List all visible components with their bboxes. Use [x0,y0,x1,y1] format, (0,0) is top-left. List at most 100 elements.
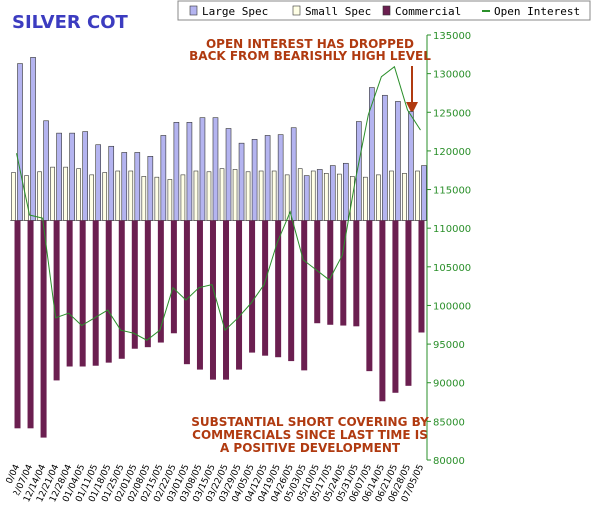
bar [17,63,23,221]
arrow-head [406,102,418,114]
bar [118,220,125,359]
bar [131,220,138,349]
bar [170,220,177,334]
bar [288,220,295,362]
bar [128,170,134,221]
bar [30,57,36,221]
bar [249,220,256,353]
y2-tick-label: 135000 [433,31,471,42]
annotation: A POSITIVE DEVELOPMENT [220,441,401,455]
bar [316,169,323,221]
bar [363,176,368,221]
legend-label: Open Interest [494,5,580,18]
y2-tick-label: 80000 [433,456,465,467]
bar [173,122,180,221]
bar [219,168,225,221]
bar [408,111,414,221]
bar [232,169,238,221]
bar [382,94,388,221]
bar [69,132,75,221]
bar [290,127,297,221]
bar [314,220,321,324]
bar [310,170,316,221]
bar [160,135,167,221]
bar [297,168,303,221]
legend-label: Commercial [395,5,461,18]
bar [264,135,271,221]
annotation: BACK FROM BEARISHLY HIGH LEVEL [189,49,431,63]
bar [336,173,342,221]
bar [199,117,206,221]
bar [238,142,245,221]
bar [89,174,95,221]
legend-label: Large Spec [202,5,268,18]
y2-tick-label: 90000 [433,379,465,390]
annotation: COMMERCIALS SINCE LAST TIME IS [192,428,428,442]
bar [79,220,86,367]
y2-tick-label: 115000 [433,186,471,197]
bar [43,120,49,221]
bar [108,145,115,221]
bar [40,220,47,438]
bar [379,220,386,402]
bar [271,170,277,221]
bar [50,166,55,221]
bar [366,220,373,372]
bar [180,174,186,221]
bar [340,220,347,326]
y2-tick-label: 100000 [433,301,471,312]
legend-swatch [292,5,301,16]
bar [389,170,394,221]
bar [53,220,60,381]
bar [24,175,29,221]
bar [353,220,360,327]
bar [105,220,112,363]
bar [301,220,308,371]
bar [209,220,216,380]
bar [405,220,412,386]
bar [421,165,427,221]
bar [154,176,160,221]
bar [392,220,399,393]
y2-tick-label: 105000 [433,263,471,274]
bar [82,131,88,221]
legend-swatch [382,5,391,16]
bar [369,87,375,221]
annotation: OPEN INTEREST HAS DROPPED [206,37,414,51]
bar [27,220,34,429]
bar [63,166,68,221]
bar [342,162,349,221]
bar [121,152,128,221]
bar [323,173,329,221]
bar [115,170,121,221]
bar [415,170,420,221]
bar [196,220,203,370]
bar [223,220,230,380]
bar [37,171,42,221]
bar [327,220,334,325]
annotation: SUBSTANTIAL SHORT COVERING BY [191,415,429,429]
bar [92,220,99,366]
bar [102,172,108,221]
bar [56,132,62,221]
bar [303,175,310,221]
legend-swatch [189,5,198,16]
bar [376,174,381,221]
y2-tick-label: 125000 [433,108,471,119]
bar [329,165,336,221]
bar [147,156,154,221]
bar [183,220,190,365]
y2-tick-label: 95000 [433,340,465,351]
bar [262,220,269,356]
y2-tick-label: 85000 [433,417,465,428]
bar [206,171,212,221]
bar [245,171,251,221]
y2-tick-label: 130000 [433,70,471,81]
bar [193,170,199,221]
bar [95,144,102,221]
bar [284,174,290,221]
bar [66,220,73,367]
bar [251,139,258,221]
y2-tick-label: 110000 [433,224,471,235]
bar [258,170,264,221]
